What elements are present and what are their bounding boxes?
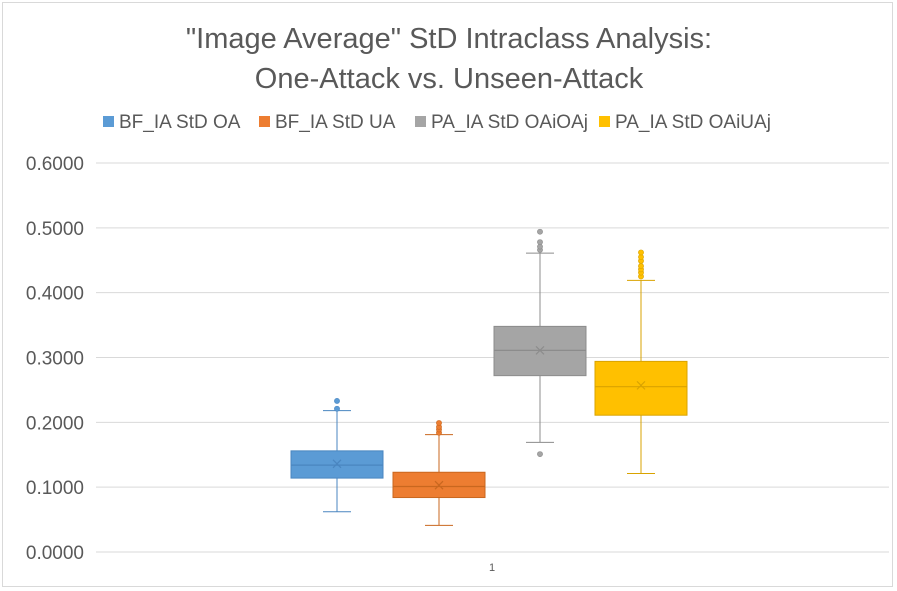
outlier-point [334, 405, 340, 412]
outlier-point [537, 451, 543, 458]
chart-svg: "Image Average" StD Intraclass Analysis:… [26, 23, 889, 574]
mean-marker [636, 380, 646, 390]
box-series [594, 249, 688, 475]
outlier-point [436, 420, 442, 426]
mean-marker [434, 480, 444, 490]
mean-marker [332, 459, 342, 469]
outlier-point [638, 263, 644, 269]
legend-label: PA_IA StD OAiUAj [615, 112, 771, 133]
mean-marker-stroke [535, 345, 545, 355]
legend-swatch [415, 116, 426, 127]
y-tick-label: 0.6000 [26, 154, 84, 175]
chart-title: "Image Average" StD Intraclass Analysis:… [186, 23, 712, 95]
legend-swatch [259, 116, 270, 127]
x-category-label: 1 [489, 562, 495, 574]
outlier-point [537, 239, 543, 245]
outlier-point [638, 249, 644, 256]
legend-item: BF_IA StD OA [103, 112, 241, 133]
y-tick-label: 0.1000 [26, 478, 84, 499]
box-series [493, 228, 587, 458]
x-axis: 1 [489, 562, 495, 574]
legend-label: BF_IA StD UA [275, 112, 396, 133]
box-plots [290, 228, 688, 526]
legend-item: PA_IA StD OAiUAj [599, 112, 771, 133]
box-iqr [594, 360, 688, 416]
mean-marker-stroke [636, 380, 646, 390]
mean-marker-stroke [332, 459, 342, 469]
chart-title-line-2: One-Attack vs. Unseen-Attack [255, 63, 644, 95]
legend-item: BF_IA StD UA [259, 112, 396, 133]
legend-item: PA_IA StD OAiOAj [415, 112, 588, 133]
outlier-point [334, 398, 340, 404]
box-iqr [493, 325, 587, 377]
legend-label: BF_IA StD OA [119, 112, 241, 133]
mean-marker-stroke [434, 480, 444, 490]
box-series [392, 420, 486, 526]
mean-marker [535, 345, 545, 355]
y-tick-label: 0.5000 [26, 219, 84, 240]
legend-swatch [103, 116, 114, 127]
y-tick-label: 0.3000 [26, 349, 84, 370]
y-tick-label: 0.0000 [26, 543, 84, 564]
y-tick-label: 0.4000 [26, 284, 84, 305]
chart-title-line-1: "Image Average" StD Intraclass Analysis: [186, 23, 712, 55]
legend-swatch [599, 116, 610, 127]
y-axis: 0.0000 0.1000 0.2000 0.3000 0.4000 0.5000 0.60… [26, 154, 84, 564]
outlier-point [537, 228, 543, 235]
box-series [290, 398, 384, 513]
gridlines [96, 162, 889, 553]
legend: BF_IA StD OA BF_IA StD UA PA_IA StD OAiOAj… [103, 112, 771, 133]
legend-label: PA_IA StD OAiOAj [431, 112, 588, 133]
y-tick-label: 0.2000 [26, 413, 84, 434]
